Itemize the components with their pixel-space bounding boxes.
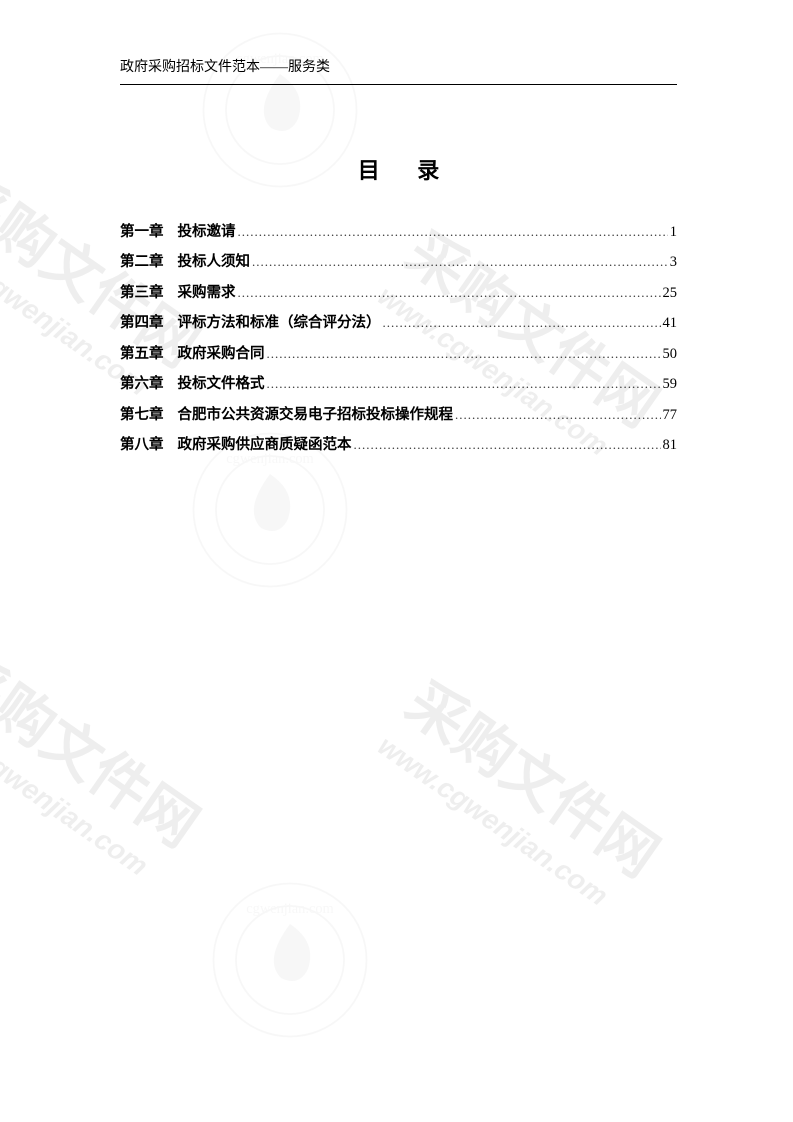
toc-leader-dots xyxy=(238,279,661,306)
toc-chapter: 第三章 xyxy=(120,278,164,308)
toc-name: 评标方法和标准（综合评分法） xyxy=(178,308,381,338)
toc-chapter: 第四章 xyxy=(120,308,164,338)
toc-leader-dots xyxy=(267,370,661,397)
toc-list: 第一章投标邀请1第二章投标人须知3第三章采购需求25第四章评标方法和标准（综合评… xyxy=(120,217,677,461)
page-content: 政府采购招标文件范本——服务类 目 录 第一章投标邀请1第二章投标人须知3第三章… xyxy=(0,0,793,461)
toc-page-number: 81 xyxy=(663,430,678,460)
page-title: 目 录 xyxy=(120,153,677,185)
toc-entry[interactable]: 第八章政府采购供应商质疑函范本 81 xyxy=(120,430,677,460)
toc-chapter: 第二章 xyxy=(120,247,164,277)
svg-text:cgwenjian.com: cgwenjian.com xyxy=(246,901,334,917)
toc-entry[interactable]: 第六章投标文件格式 59 xyxy=(120,369,677,399)
watermark-text: 采购文件网 www.cgwenjian.com xyxy=(372,658,678,923)
toc-page-number: 25 xyxy=(663,278,678,308)
toc-leader-dots xyxy=(455,401,661,428)
toc-name: 政府采购合同 xyxy=(178,339,265,369)
toc-entry[interactable]: 第四章评标方法和标准（综合评分法） 41 xyxy=(120,308,677,338)
toc-page-number: 77 xyxy=(663,400,678,430)
toc-entry[interactable]: 第一章投标邀请 1 xyxy=(120,217,677,247)
toc-leader-dots xyxy=(383,309,661,336)
toc-entry[interactable]: 第二章投标人须知 3 xyxy=(120,247,677,277)
toc-name: 采购需求 xyxy=(178,278,236,308)
toc-chapter: 第五章 xyxy=(120,339,164,369)
toc-page-number: 59 xyxy=(663,369,678,399)
header-text: 政府采购招标文件范本——服务类 xyxy=(120,56,677,85)
toc-leader-dots xyxy=(252,248,668,275)
toc-chapter: 第七章 xyxy=(120,400,164,430)
toc-page-number: 1 xyxy=(670,217,677,247)
toc-entry[interactable]: 第七章合肥市公共资源交易电子招标投标操作规程 77 xyxy=(120,400,677,430)
toc-chapter: 第一章 xyxy=(120,217,164,247)
toc-name: 政府采购供应商质疑函范本 xyxy=(178,430,352,460)
toc-name: 投标人须知 xyxy=(178,247,251,277)
toc-name: 投标邀请 xyxy=(178,217,236,247)
toc-chapter: 第六章 xyxy=(120,369,164,399)
watermark-logo: cgwenjian.com xyxy=(200,870,380,1055)
toc-name: 投标文件格式 xyxy=(178,369,265,399)
toc-entry[interactable]: 第三章采购需求 25 xyxy=(120,278,677,308)
toc-page-number: 50 xyxy=(663,339,678,369)
watermark-text: 采购文件网 www.cgwenjian.com xyxy=(0,628,218,893)
toc-leader-dots xyxy=(267,340,661,367)
toc-page-number: 41 xyxy=(663,308,678,338)
toc-leader-dots xyxy=(354,431,661,458)
toc-page-number: 3 xyxy=(670,247,677,277)
toc-chapter: 第八章 xyxy=(120,430,164,460)
toc-name: 合肥市公共资源交易电子招标投标操作规程 xyxy=(178,400,454,430)
toc-entry[interactable]: 第五章政府采购合同 50 xyxy=(120,339,677,369)
toc-leader-dots xyxy=(238,218,668,245)
